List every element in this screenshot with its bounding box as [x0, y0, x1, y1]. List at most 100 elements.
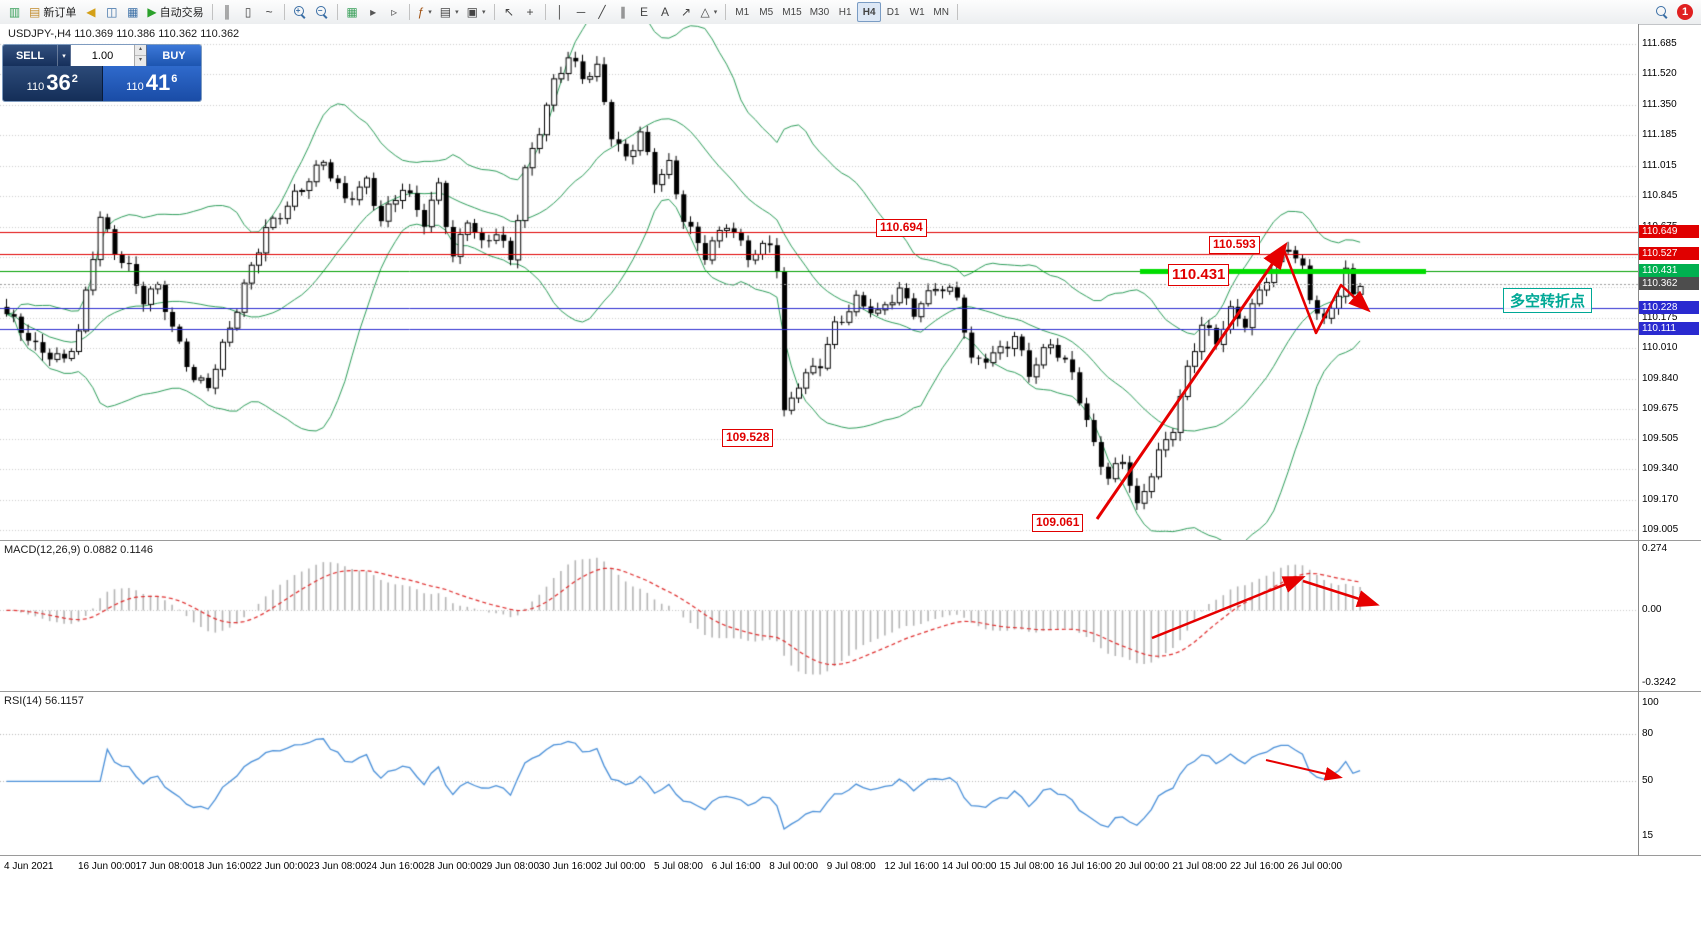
chevron-down-icon: ▾ — [713, 9, 718, 16]
timeframe-h4[interactable]: H4 — [857, 2, 882, 22]
vertical-line-icon[interactable]: │ — [550, 2, 571, 22]
search-icon[interactable] — [1651, 2, 1673, 22]
autotrading-button[interactable]: ▶ 自动交易 — [143, 2, 207, 22]
data-window-icon: ▦ — [127, 5, 139, 19]
rsi-timeaxis-separator — [0, 855, 1701, 856]
chevron-down-icon: ▾ — [455, 9, 459, 16]
price-axis-tick: 109.170 — [1642, 494, 1679, 506]
rsi-axis-tick: 15 — [1642, 830, 1654, 842]
price-axis-tick: 111.185 — [1642, 128, 1677, 140]
macd-axis-tick: -0.3242 — [1642, 677, 1676, 688]
toolbar-separator — [957, 4, 959, 20]
buy-price-button[interactable]: 110 41 6 — [101, 66, 201, 101]
price-axis-tick: 109.675 — [1642, 402, 1679, 414]
market-watch-icon[interactable]: ◫ — [101, 2, 122, 22]
periods-icon: ▤ — [439, 5, 452, 19]
time-axis-label: 17 Jun 08:00 — [135, 861, 194, 872]
horizontal-line-icon[interactable]: ─ — [571, 2, 592, 22]
text-icon[interactable]: A — [655, 2, 676, 22]
lot-size-input[interactable] — [71, 45, 134, 66]
main-macd-separator[interactable] — [0, 540, 1701, 541]
rsi-panel-canvas[interactable] — [0, 692, 1638, 855]
notification-badge[interactable]: 1 — [1673, 2, 1697, 22]
sound-alert-icon[interactable]: ◀ — [80, 2, 101, 22]
macd-rsi-separator[interactable] — [0, 691, 1701, 692]
autotrading-button: ▶ — [147, 5, 157, 19]
cursor-icon[interactable]: ↖ — [499, 2, 520, 22]
candle-chart-icon[interactable]: ▥ — [4, 2, 25, 22]
price-axis-tick: 110.510 — [1642, 251, 1678, 263]
crosshair-icon: + — [526, 5, 534, 19]
sell-options-caret[interactable]: ▾ — [57, 45, 70, 66]
lot-size-field: ▴ ▾ — [70, 45, 147, 66]
chart-symbol-header: USDJPY-,H4 110.369 110.386 110.362 110.3… — [8, 28, 240, 40]
channel-icon[interactable]: ∥ — [613, 2, 634, 22]
fibonacci-icon[interactable]: E — [634, 2, 655, 22]
indicators-icon: ƒ — [417, 5, 425, 19]
market-watch-icon: ◫ — [106, 5, 118, 19]
chart-candles-icon[interactable]: ▯ — [238, 2, 259, 22]
level-label-109528[interactable]: 109.528 — [722, 429, 774, 447]
level-label-110431[interactable]: 110.431 — [1168, 264, 1230, 286]
ask-price-pips: 41 — [145, 70, 171, 95]
chart-bars-icon[interactable]: ║ — [217, 2, 238, 22]
data-window-icon[interactable]: ▦ — [122, 2, 143, 22]
new-order-button[interactable]: ▤ 新订单 — [25, 2, 80, 22]
indicators-icon[interactable]: ƒ ▾ — [414, 2, 436, 22]
chart-shift-icon[interactable]: ▹ — [384, 2, 405, 22]
timeframe-d1[interactable]: D1 — [886, 6, 900, 18]
time-axis-label: 15 Jul 08:00 — [999, 861, 1055, 872]
timeframe-w1[interactable]: W1 — [909, 6, 925, 18]
auto-scroll-icon[interactable]: ▸ — [363, 2, 384, 22]
crosshair-icon[interactable]: + — [520, 2, 541, 22]
timeframe-m15[interactable]: M15 — [782, 6, 802, 18]
arrows-icon[interactable]: ↗ — [676, 2, 697, 22]
time-axis-label: 22 Jul 16:00 — [1230, 861, 1285, 872]
macd-panel-canvas[interactable] — [0, 541, 1638, 691]
rsi-axis-tick: 100 — [1642, 696, 1659, 708]
time-axis-label: 12 Jul 16:00 — [884, 861, 939, 872]
time-axis-label: 2 Jul 00:00 — [596, 861, 646, 872]
price-axis-tick: 109.340 — [1642, 463, 1679, 475]
chart-line-icon: ~ — [265, 5, 273, 19]
price-axis-tick: 111.520 — [1642, 67, 1677, 79]
rsi-axis-tick: 50 — [1642, 775, 1654, 787]
time-axis-label: 6 Jul 16:00 — [711, 861, 761, 872]
level-label-110593[interactable]: 110.593 — [1209, 236, 1260, 254]
sell-price-button[interactable]: 110 36 2 — [3, 66, 102, 101]
level-label-110694[interactable]: 110.694 — [876, 219, 927, 237]
tile-windows-icon[interactable]: ▦ — [342, 2, 363, 22]
trendline-icon[interactable]: ╱ — [592, 2, 613, 22]
timeframe-m5[interactable]: M5 — [759, 6, 774, 18]
chart-line-icon[interactable]: ~ — [259, 2, 280, 22]
templates-icon[interactable]: ▣ ▾ — [463, 2, 490, 22]
zoom-in-icon[interactable]: + — [289, 2, 311, 22]
lot-increase-button[interactable]: ▴ — [135, 45, 146, 56]
timeframe-m1[interactable]: M1 — [735, 6, 750, 18]
shapes-icon[interactable]: △ ▾ — [697, 2, 722, 22]
main-chart-canvas[interactable] — [0, 24, 1638, 540]
time-axis-label: 28 Jun 00:00 — [423, 861, 482, 872]
zoom-out-icon[interactable]: − — [311, 2, 333, 22]
sell-button[interactable]: SELL — [3, 45, 57, 66]
rsi-axis-tick: 80 — [1642, 728, 1654, 740]
time-axis-label: 5 Jul 08:00 — [654, 861, 703, 872]
level-label-109061[interactable]: 109.061 — [1032, 514, 1084, 532]
vertical-line-icon: │ — [556, 5, 564, 19]
time-axis-label: 8 Jul 00:00 — [769, 861, 819, 872]
price-axis-tick: 110.845 — [1642, 190, 1678, 202]
turning-point-note[interactable]: 多空转折点 — [1503, 288, 1593, 313]
time-axis-label: 9 Jul 08:00 — [826, 861, 876, 872]
bid-price-integer: 110 — [26, 81, 45, 93]
tile-windows-icon: ▦ — [346, 5, 358, 19]
timeframe-mn[interactable]: MN — [933, 6, 949, 18]
timeframe-m30[interactable]: M30 — [809, 6, 830, 18]
timeframe-h1[interactable]: H1 — [838, 6, 852, 18]
periods-icon[interactable]: ▤ ▾ — [436, 2, 463, 22]
buy-button[interactable]: BUY — [147, 45, 201, 66]
new-order-button: ▤ — [29, 5, 41, 19]
text-icon: A — [660, 5, 669, 19]
lot-decrease-button[interactable]: ▾ — [135, 56, 146, 66]
